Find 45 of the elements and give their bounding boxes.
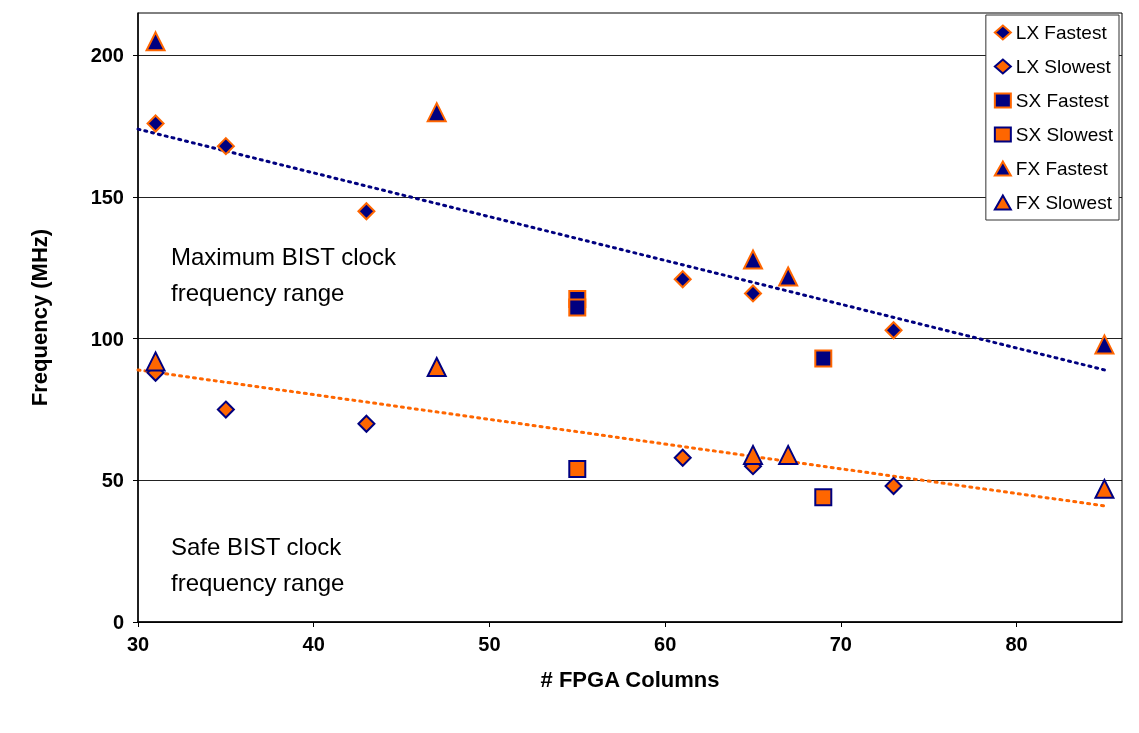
point xyxy=(216,400,235,419)
y-tick-label: 0 xyxy=(112,611,124,633)
point xyxy=(357,414,376,433)
point xyxy=(426,102,447,123)
legend-label: SX Slowest xyxy=(1015,124,1114,145)
point xyxy=(814,488,833,507)
point xyxy=(778,444,799,465)
legend-label: SX Fastest xyxy=(1015,90,1110,111)
point xyxy=(743,444,763,465)
x-axis-title: # FPGA Columns xyxy=(540,666,720,692)
point xyxy=(1094,334,1115,355)
point xyxy=(743,249,763,270)
x-tick-label: 80 xyxy=(1005,633,1028,655)
point xyxy=(216,137,235,156)
legend-label: LX Slowest xyxy=(1015,56,1112,77)
point xyxy=(744,284,762,303)
x-tick-label: 50 xyxy=(478,633,501,655)
x-tick-label: 60 xyxy=(654,633,677,655)
point xyxy=(568,298,587,317)
y-tick-label: 50 xyxy=(101,469,124,492)
y-tick-label: 100 xyxy=(90,327,124,350)
point xyxy=(426,357,447,378)
point xyxy=(145,351,166,372)
y-axis-title: Frequency (MHz) xyxy=(26,228,52,407)
legend-label: LX Fastest xyxy=(1015,22,1108,43)
point xyxy=(145,31,166,52)
annotation: Maximum BIST clock frequency range xyxy=(171,242,397,306)
point xyxy=(568,460,587,479)
y-tick-label: 150 xyxy=(90,186,124,209)
point xyxy=(146,114,165,133)
legend-label: FX Fastest xyxy=(1015,158,1109,179)
point xyxy=(357,202,376,221)
annotation: Safe BIST clock frequency range xyxy=(171,532,345,596)
point xyxy=(1094,478,1115,499)
point xyxy=(673,270,692,289)
x-tick-label: 40 xyxy=(302,633,325,655)
point xyxy=(673,448,692,467)
point xyxy=(814,349,833,368)
legend-label: FX Slowest xyxy=(1015,192,1113,213)
point xyxy=(884,477,903,496)
y-tick-label: 200 xyxy=(90,44,124,67)
x-tick-label: 30 xyxy=(126,633,150,655)
point xyxy=(778,266,799,287)
x-tick-label: 70 xyxy=(829,633,852,655)
point xyxy=(884,321,903,340)
